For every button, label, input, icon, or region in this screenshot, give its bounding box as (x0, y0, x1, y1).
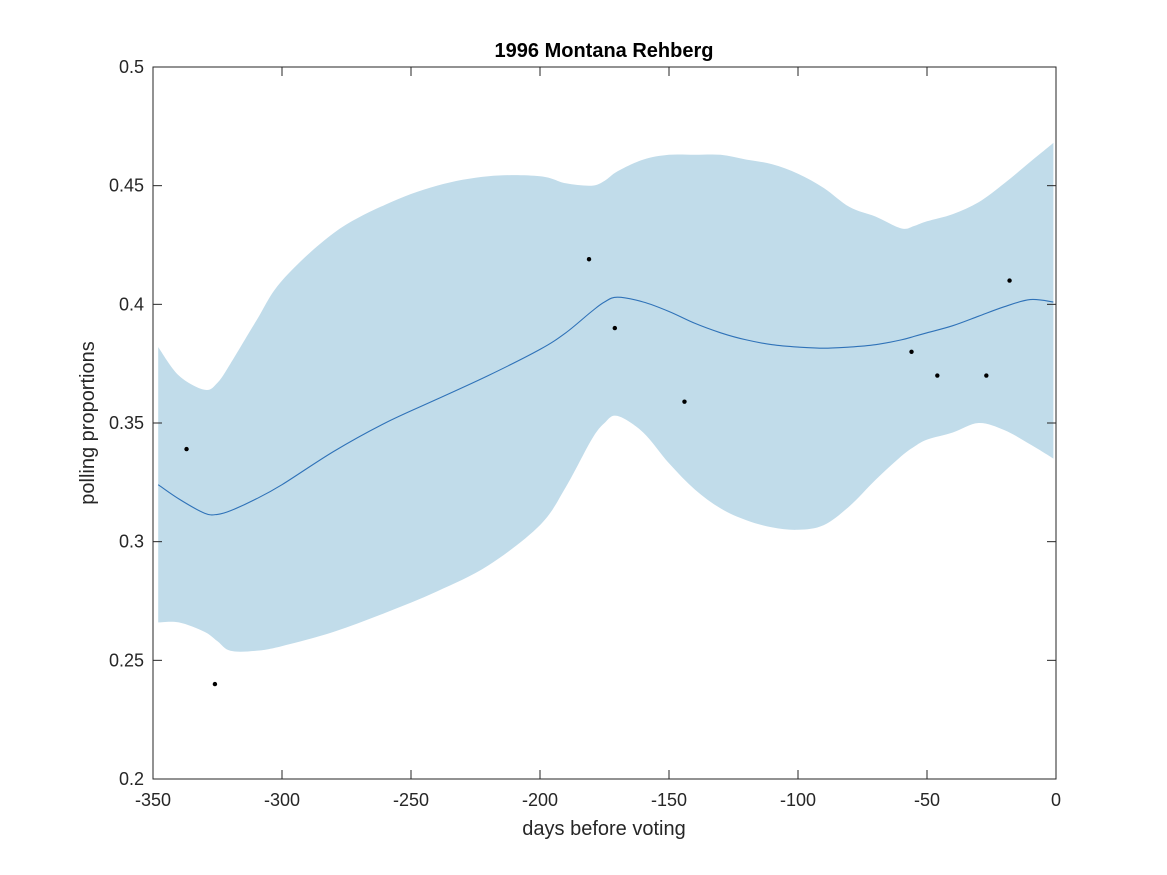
poll-point (586, 257, 592, 262)
y-tick-label: 0.3 (119, 532, 144, 552)
chart-title: 1996 Montana Rehberg (495, 40, 714, 62)
confidence-band-layer (158, 142, 1054, 652)
y-axis-label: polling proportions (77, 341, 99, 504)
x-tick-label: -50 (914, 790, 940, 810)
poll-point (1007, 278, 1012, 283)
x-tick-labels: -350 -300 -250 -200 -150 -100 -50 0 (135, 790, 1061, 810)
x-tick-label: -250 (393, 790, 429, 810)
x-tick-label: -200 (522, 790, 558, 810)
x-tick-label: -100 (780, 790, 816, 810)
tick-marks (152, 66, 1057, 780)
x-tick-label: 0 (1051, 790, 1061, 810)
poll-point (682, 399, 687, 404)
y-tick-label: 0.25 (109, 650, 144, 670)
poll-point (935, 373, 940, 378)
y-tick-label: 0.35 (109, 413, 144, 433)
poll-point (909, 349, 914, 354)
x-tick-label: -350 (135, 790, 171, 810)
fit-line-layer (157, 296, 1054, 516)
x-tick-label: -300 (264, 790, 300, 810)
x-axis-label: days before voting (522, 818, 685, 840)
y-tick-label: 0.2 (119, 769, 144, 789)
poll-point (184, 446, 189, 452)
poll-points-layer (184, 257, 1012, 687)
fit-line (157, 296, 1054, 516)
y-tick-label: 0.4 (119, 294, 144, 314)
poll-point (612, 325, 618, 331)
y-tick-label: 0.5 (119, 57, 144, 77)
poll-point (212, 681, 218, 687)
confidence-band (158, 142, 1054, 652)
poll-point (984, 373, 989, 378)
y-tick-label: 0.45 (109, 176, 144, 196)
y-tick-labels: 0.2 0.25 0.3 0.35 0.4 0.45 0.5 (109, 57, 144, 789)
x-tick-label: -150 (651, 790, 687, 810)
